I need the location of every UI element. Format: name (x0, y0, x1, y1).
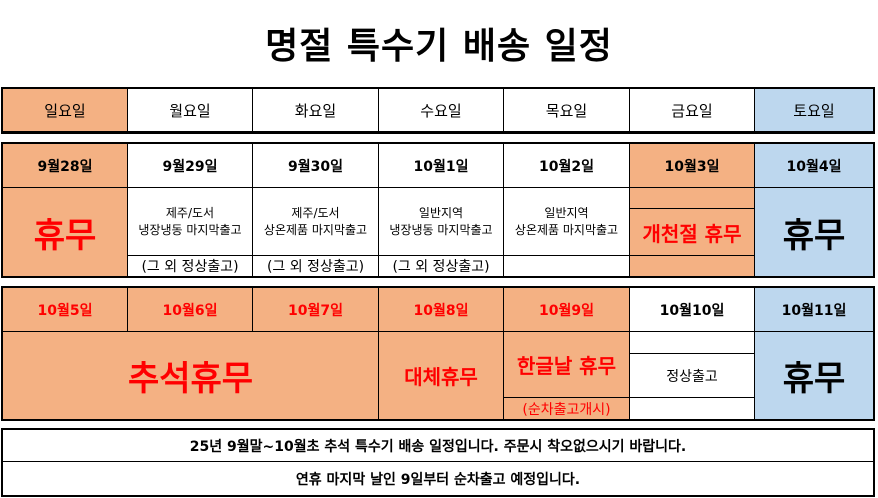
holiday-label: 개천절 휴무 (630, 209, 755, 256)
weekday-mon: 월요일 (128, 89, 253, 132)
date-cell: 10월7일 (253, 288, 379, 332)
week-1: 9월28일 9월29일 9월30일 10월1일 10월2일 10월3일 10월4… (1, 142, 875, 278)
schedule-text: 냉장냉동 마지막출고 (389, 222, 493, 237)
schedule-text: 상온제품 마지막출고 (514, 222, 619, 237)
date-cell: 10월11일 (755, 288, 873, 332)
empty-cell (504, 256, 630, 276)
empty-cell (630, 256, 755, 276)
date-cell: 10월10일 (630, 288, 755, 332)
holiday-label: 휴무 (755, 188, 873, 276)
empty-cell (630, 332, 755, 354)
weekday-wed: 수요일 (379, 89, 504, 132)
empty-cell (630, 398, 755, 419)
weekday-sat: 토요일 (755, 89, 873, 132)
schedule-cell: 일반지역 냉장냉동 마지막출고 (379, 188, 504, 256)
note-cell: (그 외 정상출고) (379, 256, 504, 276)
weekday-header: 일요일 월요일 화요일 수요일 목요일 금요일 토요일 (1, 87, 875, 134)
page-title: 명절 특수기 배송 일정 (265, 26, 613, 67)
date-cell: 10월8일 (379, 288, 504, 332)
date-cell: 10월5일 (3, 288, 128, 332)
weekday-thu: 목요일 (504, 89, 630, 132)
empty-cell (630, 188, 755, 209)
footer-notice: 25년 9월말~10월초 추석 특수기 배송 일정입니다. 주문시 착오없으시기… (1, 428, 875, 497)
schedule-cell: 제주/도서 냉장냉동 마지막출고 (128, 188, 253, 256)
date-cell: 10월9일 (504, 288, 630, 332)
date-cell: 10월1일 (379, 144, 504, 188)
holiday-label: 한글날 휴무 (504, 332, 630, 398)
schedule-cell: 제주/도서 상온제품 마지막출고 (253, 188, 379, 256)
date-cell: 10월2일 (504, 144, 630, 188)
date-cell: 10월3일 (630, 144, 755, 188)
region-text: 일반지역 (544, 205, 589, 220)
region-text: 제주/도서 (165, 205, 215, 220)
holiday-label: 추석휴무 (3, 332, 379, 419)
schedule-cell: 일반지역 상온제품 마지막출고 (504, 188, 630, 256)
weekday-tue: 화요일 (253, 89, 379, 132)
date-cell: 10월6일 (128, 288, 253, 332)
schedule-cell: 정상출고 (630, 354, 755, 398)
schedule-text: 냉장냉동 마지막출고 (138, 222, 242, 237)
notice-line: 25년 9월말~10월초 추석 특수기 배송 일정입니다. 주문시 착오없으시기… (3, 430, 873, 462)
date-cell: 9월30일 (253, 144, 379, 188)
note-cell: (그 외 정상출고) (128, 256, 253, 276)
notice-line: 연휴 마지막 날인 9일부터 순차출고 예정입니다. (3, 462, 873, 495)
region-text: 제주/도서 (291, 205, 340, 220)
note-cell: (그 외 정상출고) (253, 256, 379, 276)
date-cell: 9월28일 (3, 144, 128, 188)
note-cell: (순차출고개시) (504, 398, 630, 419)
holiday-label: 휴무 (3, 188, 128, 276)
weekday-fri: 금요일 (630, 89, 755, 132)
holiday-label: 휴무 (755, 332, 873, 419)
holiday-label: 대체휴무 (379, 332, 504, 419)
region-text: 일반지역 (418, 205, 464, 220)
schedule-text: 상온제품 마지막출고 (263, 222, 368, 237)
weekday-sun: 일요일 (3, 89, 128, 132)
week-2: 10월5일 10월6일 10월7일 10월8일 10월9일 10월10일 10월… (1, 286, 875, 421)
date-cell: 10월4일 (755, 144, 873, 188)
date-cell: 9월29일 (128, 144, 253, 188)
